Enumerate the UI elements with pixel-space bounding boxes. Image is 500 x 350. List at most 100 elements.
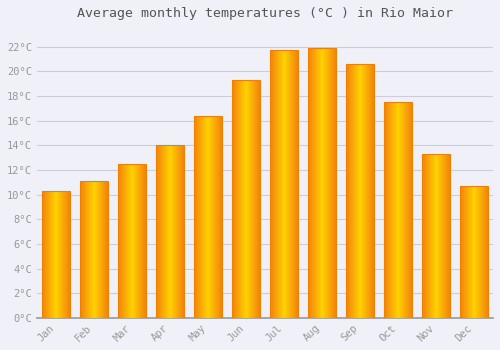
Bar [105, 181, 106, 318]
Bar [67, 191, 68, 318]
Bar [309, 48, 310, 318]
Bar [438, 154, 439, 318]
Bar [55, 191, 56, 318]
Bar [156, 145, 184, 318]
Bar [168, 145, 170, 318]
Bar [389, 102, 390, 318]
Bar [347, 64, 348, 318]
Bar [396, 102, 397, 318]
Bar [45, 191, 46, 318]
Bar [87, 181, 88, 318]
Bar [385, 102, 386, 318]
Bar [137, 164, 138, 318]
Bar [369, 64, 370, 318]
Bar [395, 102, 396, 318]
Bar [471, 186, 472, 318]
Bar [175, 145, 176, 318]
Bar [289, 50, 290, 318]
Bar [270, 50, 271, 318]
Bar [129, 164, 130, 318]
Bar [128, 164, 129, 318]
Bar [242, 80, 243, 318]
Bar [290, 50, 291, 318]
Bar [435, 154, 436, 318]
Bar [400, 102, 401, 318]
Bar [194, 116, 222, 318]
Bar [320, 48, 321, 318]
Bar [232, 80, 260, 318]
Bar [354, 64, 355, 318]
Bar [384, 102, 412, 318]
Bar [434, 154, 435, 318]
Bar [481, 186, 482, 318]
Bar [202, 116, 203, 318]
Bar [136, 164, 137, 318]
Bar [98, 181, 99, 318]
Bar [212, 116, 213, 318]
Bar [318, 48, 319, 318]
Bar [469, 186, 470, 318]
Bar [216, 116, 217, 318]
Bar [332, 48, 333, 318]
Bar [390, 102, 391, 318]
Bar [80, 181, 108, 318]
Bar [470, 186, 471, 318]
Bar [479, 186, 480, 318]
Bar [204, 116, 205, 318]
Bar [244, 80, 245, 318]
Bar [426, 154, 427, 318]
Bar [160, 145, 161, 318]
Bar [386, 102, 387, 318]
Bar [482, 186, 483, 318]
Bar [243, 80, 244, 318]
Bar [211, 116, 212, 318]
Bar [439, 154, 440, 318]
Bar [61, 191, 62, 318]
Bar [118, 164, 146, 318]
Bar [445, 154, 446, 318]
Bar [327, 48, 328, 318]
Bar [310, 48, 311, 318]
Bar [425, 154, 426, 318]
Bar [240, 80, 241, 318]
Bar [217, 116, 218, 318]
Bar [333, 48, 334, 318]
Bar [172, 145, 174, 318]
Bar [433, 154, 434, 318]
Bar [274, 50, 275, 318]
Bar [356, 64, 357, 318]
Bar [237, 80, 238, 318]
Bar [65, 191, 66, 318]
Bar [384, 102, 385, 318]
Bar [118, 164, 120, 318]
Bar [234, 80, 235, 318]
Bar [346, 64, 347, 318]
Bar [362, 64, 363, 318]
Bar [353, 64, 354, 318]
Bar [373, 64, 374, 318]
Bar [350, 64, 351, 318]
Bar [315, 48, 316, 318]
Bar [252, 80, 253, 318]
Bar [394, 102, 395, 318]
Bar [410, 102, 411, 318]
Bar [311, 48, 312, 318]
Bar [232, 80, 233, 318]
Bar [321, 48, 322, 318]
Bar [431, 154, 432, 318]
Bar [331, 48, 332, 318]
Bar [83, 181, 84, 318]
Bar [183, 145, 184, 318]
Bar [463, 186, 464, 318]
Bar [317, 48, 318, 318]
Bar [157, 145, 158, 318]
Bar [319, 48, 320, 318]
Bar [442, 154, 443, 318]
Bar [176, 145, 178, 318]
Bar [348, 64, 349, 318]
Bar [392, 102, 393, 318]
Bar [163, 145, 164, 318]
Bar [308, 48, 309, 318]
Bar [287, 50, 288, 318]
Bar [372, 64, 373, 318]
